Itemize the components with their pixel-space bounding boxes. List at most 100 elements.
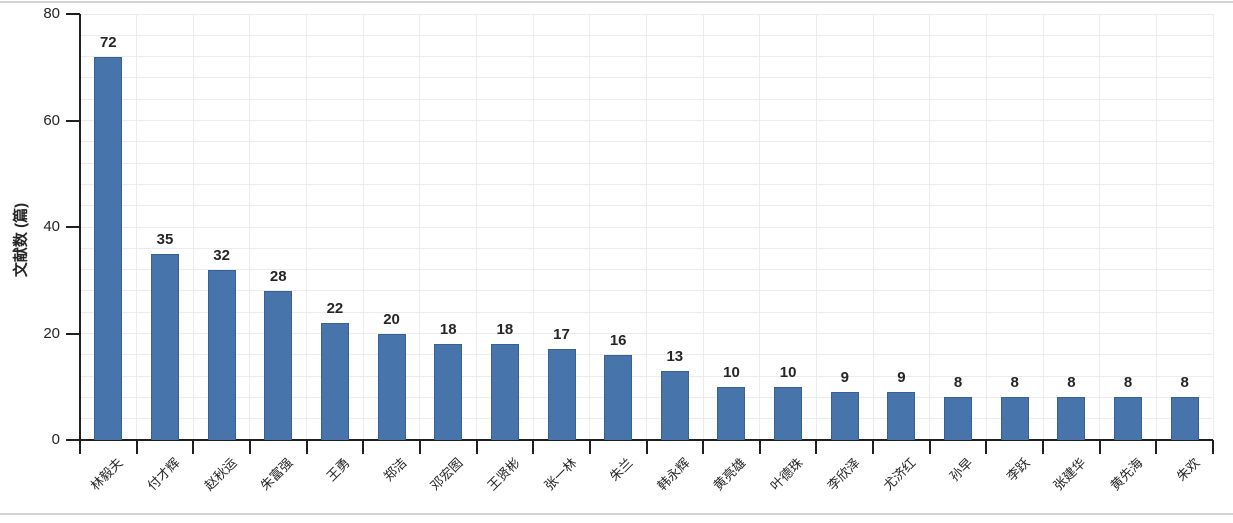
- y-axis-title: 文献数 (篇): [12, 202, 30, 278]
- value-label: 17: [553, 326, 570, 344]
- x-axis-tick: [815, 440, 818, 454]
- x-axis-label: 尤济红: [880, 455, 920, 494]
- x-axis-tick: [135, 440, 138, 454]
- bar-朱欢[interactable]: [1170, 397, 1199, 440]
- v-gridline: [815, 14, 817, 440]
- v-gridline: [1212, 14, 1214, 440]
- x-axis-line: [66, 439, 1213, 441]
- value-label: 8: [1010, 374, 1019, 392]
- x-axis-label: 张建华: [1050, 455, 1089, 494]
- value-label: 10: [779, 363, 797, 381]
- bar-朱富强[interactable]: [264, 290, 293, 440]
- value-label: 10: [723, 363, 740, 381]
- v-gridline: [1099, 14, 1101, 440]
- v-gridline: [872, 14, 874, 440]
- bar-叶德珠[interactable]: [774, 386, 803, 440]
- value-label: 8: [1067, 374, 1076, 392]
- x-axis-label: 李欣泽: [824, 455, 863, 494]
- value-label: 8: [1123, 374, 1133, 392]
- v-gridline: [759, 14, 761, 440]
- x-axis-label: 韩永辉: [654, 455, 693, 494]
- bar-尤济红[interactable]: [887, 392, 916, 440]
- bar-林毅夫[interactable]: [94, 56, 123, 440]
- y-axis-tick-label: 60: [43, 111, 60, 129]
- v-gridline: [362, 14, 364, 440]
- panel-bottom-border: [0, 513, 1233, 515]
- x-axis-tick: [928, 440, 931, 454]
- bar-张建华[interactable]: [1057, 397, 1086, 440]
- x-axis-tick: [985, 440, 988, 454]
- x-axis-label: 朱兰: [606, 455, 636, 485]
- x-axis-tick: [1098, 440, 1101, 454]
- value-label: 28: [269, 267, 287, 285]
- value-label: 8: [953, 374, 963, 392]
- bar-张一林[interactable]: [547, 349, 576, 440]
- bar-李跃[interactable]: [1000, 397, 1029, 440]
- x-axis-tick: [588, 440, 591, 454]
- v-gridline: [419, 14, 421, 440]
- x-axis-label: 邓宏图: [427, 455, 466, 494]
- bar-王勇[interactable]: [320, 322, 349, 440]
- v-gridline: [929, 14, 931, 440]
- bar-朱兰[interactable]: [604, 354, 633, 440]
- x-axis-label: 王贤彬: [484, 455, 523, 494]
- x-axis-tick: [532, 440, 535, 454]
- x-axis-tick: [1155, 440, 1158, 454]
- bar-郑洁[interactable]: [377, 333, 406, 440]
- bar-邓宏图[interactable]: [434, 344, 463, 440]
- x-axis-label: 王勇: [323, 455, 353, 485]
- y-axis-tick: [66, 439, 80, 441]
- bar-赵秋运[interactable]: [207, 269, 236, 440]
- x-axis-label: 林毅夫: [87, 455, 126, 494]
- x-axis-label: 郑洁: [380, 455, 410, 485]
- value-label: 20: [383, 310, 400, 328]
- y-axis-tick: [66, 13, 80, 15]
- value-label: 32: [213, 246, 230, 264]
- x-axis-tick: [192, 440, 195, 454]
- v-gridline: [192, 14, 194, 440]
- bar-黄亮雄[interactable]: [717, 386, 746, 440]
- x-axis-label: 孙早: [946, 455, 976, 485]
- bar-王贤彬[interactable]: [490, 344, 519, 440]
- value-label: 35: [156, 230, 174, 248]
- bar-李欣泽[interactable]: [830, 392, 859, 440]
- value-label: 8: [1180, 374, 1189, 392]
- bar-孙早[interactable]: [944, 397, 973, 440]
- y-axis-tick-label: 40: [43, 218, 60, 235]
- v-gridline: [1042, 14, 1044, 440]
- y-axis-tick-label: 20: [43, 324, 60, 342]
- bar-黄先海[interactable]: [1114, 397, 1143, 440]
- v-gridline: [1155, 14, 1157, 440]
- x-axis-tick: [1212, 440, 1214, 454]
- value-label: 18: [439, 321, 457, 339]
- v-gridline: [532, 14, 534, 440]
- x-axis-label: 朱富强: [257, 455, 296, 494]
- x-axis-tick: [1042, 440, 1045, 454]
- bar-付才辉[interactable]: [150, 253, 179, 440]
- v-gridline: [249, 14, 251, 440]
- v-gridline: [702, 14, 704, 440]
- y-axis-tick: [66, 119, 80, 122]
- x-axis-label: 张一林: [540, 455, 580, 494]
- x-axis-tick: [645, 440, 648, 454]
- x-axis-label: 黄先海: [1107, 455, 1146, 494]
- y-axis-tick: [66, 332, 80, 335]
- value-label: 22: [326, 299, 344, 317]
- y-axis-tick-label: 0: [51, 431, 60, 448]
- x-axis-label: 赵秋运: [201, 455, 240, 494]
- value-label: 9: [897, 369, 906, 387]
- bar-韩永辉[interactable]: [660, 370, 689, 440]
- x-axis-tick: [305, 440, 308, 454]
- v-gridline: [646, 14, 647, 440]
- x-axis-label: 叶德珠: [767, 455, 806, 494]
- value-label: 18: [496, 321, 514, 339]
- value-label: 72: [99, 33, 117, 51]
- v-gridline: [306, 14, 308, 440]
- x-axis-label: 朱欢: [1173, 455, 1203, 485]
- y-axis-line: [79, 14, 81, 440]
- y-axis-tick: [66, 226, 80, 228]
- value-label: 9: [840, 369, 849, 387]
- v-gridline: [476, 14, 478, 440]
- panel-top-border: [0, 1, 1233, 3]
